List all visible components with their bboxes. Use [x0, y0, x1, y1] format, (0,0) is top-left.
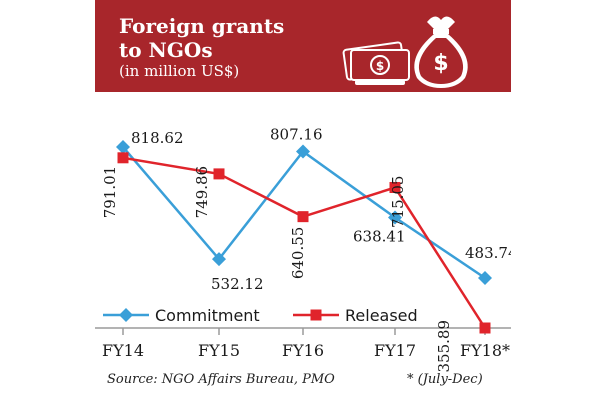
data-point-commitment [478, 270, 492, 285]
data-point-commitment [388, 210, 402, 225]
data-point-released [213, 168, 225, 180]
bill-dollar-symbol: $ [376, 59, 384, 73]
bag-dollar-symbol: $ [433, 51, 448, 76]
data-point-released [117, 152, 129, 164]
chart-subtitle: (in million US$) [119, 62, 240, 80]
cash-bills-icon: $ [342, 41, 410, 85]
data-label-released: 715.05 [389, 176, 407, 229]
data-label-released: 640.55 [289, 227, 307, 280]
x-tick-label: FY18* [460, 341, 510, 360]
data-label-commitment: 638.41 [353, 227, 406, 245]
data-point-commitment [116, 140, 130, 154]
data-point-released [389, 182, 401, 194]
data-point-commitment [212, 252, 226, 267]
x-tick-label: FY15 [198, 341, 240, 360]
data-label-released: 749.86 [193, 166, 211, 219]
data-label-commitment: 532.12 [211, 275, 264, 293]
footnote: * (July-Dec) [407, 372, 483, 387]
legend-marker-released [310, 309, 322, 321]
chart-panel: FY14 FY15 FY16 FY17 FY18* 818.62 532.12 807.16 6… [95, 92, 511, 375]
data-point-released [479, 322, 491, 334]
data-label-commitment: 483.74 [465, 244, 511, 262]
legend-label-commitment: Commitment [155, 306, 260, 325]
money-bag-icon: $ $ [335, 2, 485, 90]
legend-marker-commitment [119, 308, 133, 322]
bag-icon: $ [414, 16, 468, 88]
legend-label-released: Released [345, 306, 418, 325]
data-label-commitment: 807.16 [270, 125, 323, 143]
source-note: Source: NGO Affairs Bureau, PMO [107, 372, 335, 387]
chart-title-line2: to NGOs [119, 38, 213, 62]
x-tick-label: FY14 [102, 341, 144, 360]
line-chart: FY14 FY15 FY16 FY17 FY18* 818.62 532.12 807.16 6… [95, 125, 511, 373]
data-label-released: 791.01 [101, 166, 119, 219]
chart-title-line1: Foreign grants [119, 14, 285, 38]
data-label-commitment: 818.62 [131, 129, 184, 147]
x-tick-label: FY16 [282, 341, 324, 360]
data-point-commitment [296, 144, 310, 159]
x-tick-label: FY17 [374, 341, 416, 360]
data-label-released: 355.89 [435, 320, 453, 373]
data-point-released [297, 211, 309, 223]
